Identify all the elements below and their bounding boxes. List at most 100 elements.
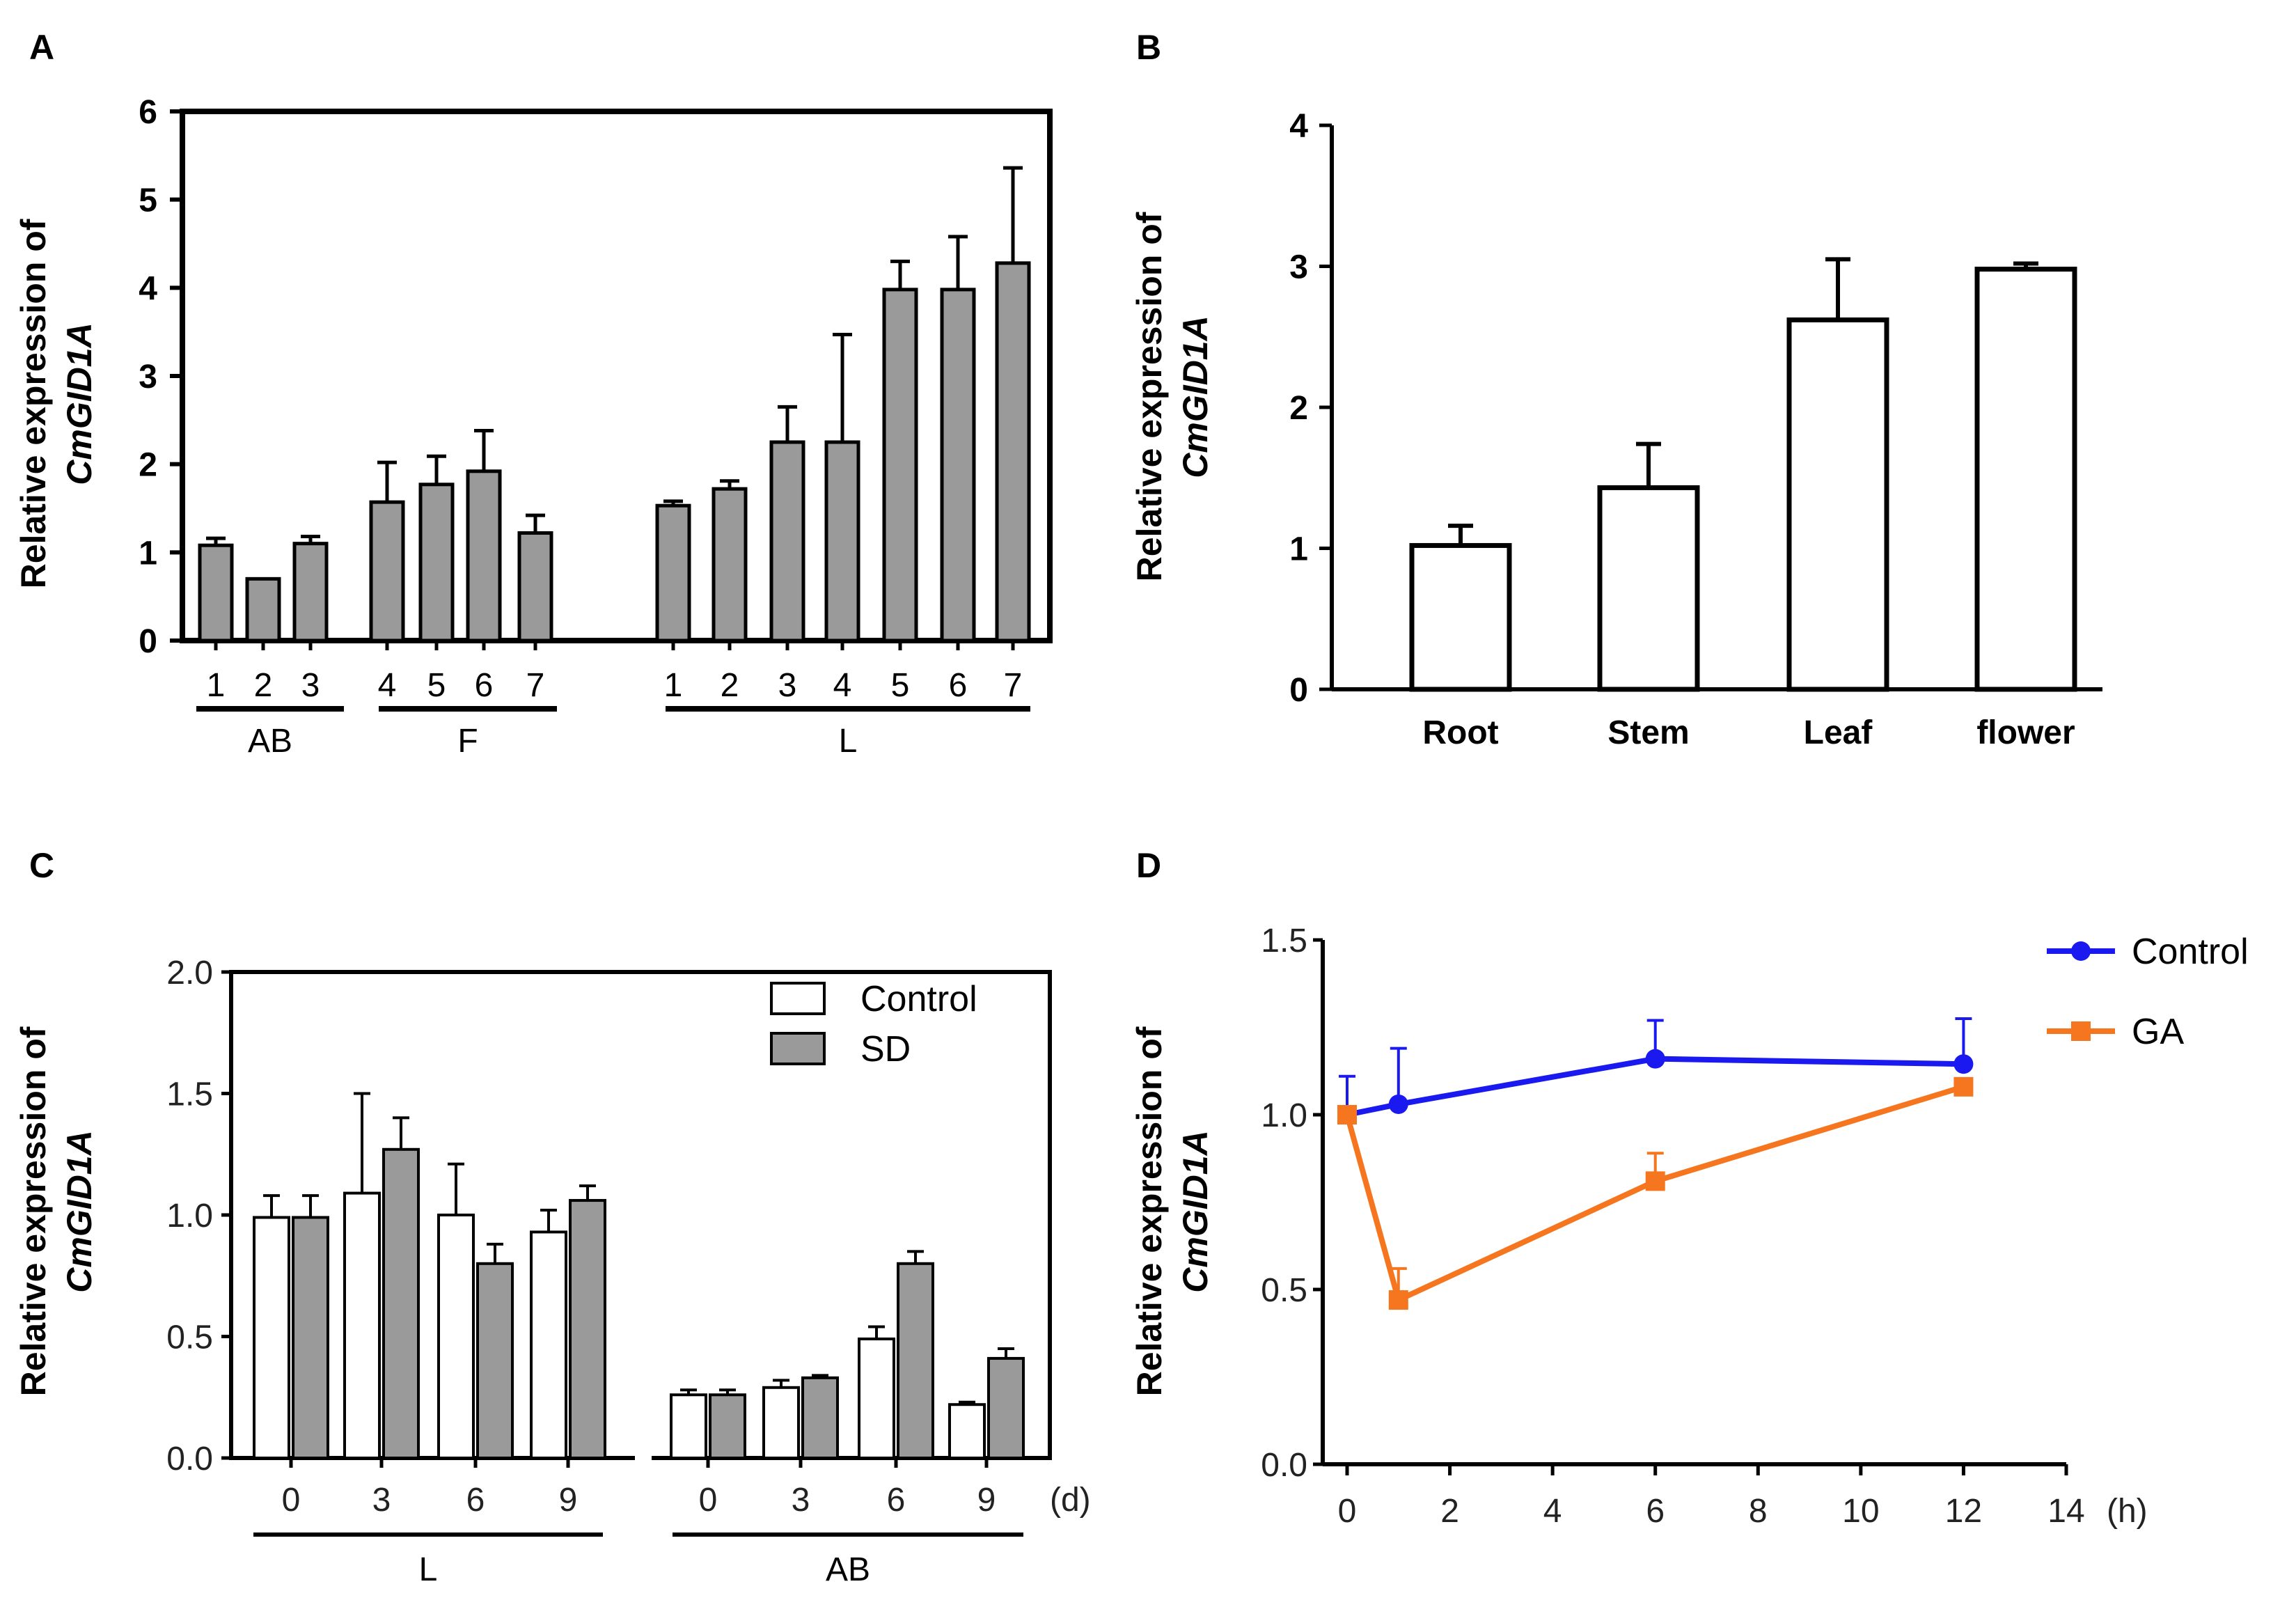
- panel-c-x-tick-label: 0: [699, 1482, 718, 1519]
- panel-a-bar: [292, 542, 329, 643]
- panel-d: D Relative expression of CmGID1A 0.0 0.5 1…: [1130, 846, 2249, 1530]
- panel-a-letter: A: [29, 28, 54, 67]
- panel-b: B Relative expression of CmGID1A 0 1 2 3 4 Ro…: [1130, 28, 2102, 751]
- panel-d-point-ga: [1645, 1171, 1665, 1191]
- panel-c-group-label: L: [419, 1551, 438, 1588]
- panel-a-group-label: AB: [248, 723, 292, 760]
- panel-a-y-tick-label: 5: [139, 182, 157, 219]
- panel-d-x-tick-label: 0: [1338, 1493, 1357, 1530]
- panel-c-bar-control: [437, 1214, 475, 1459]
- panel-a-x-tick-label: 2: [254, 667, 273, 704]
- panel-b-bar: [1597, 485, 1700, 692]
- panel-c-bar-sd: [709, 1393, 746, 1460]
- panel-b-plot: 0 1 2 3 4 Root Stem Leaf flower: [1289, 108, 2102, 751]
- panel-c-group-label: AB: [826, 1551, 870, 1588]
- panel-d-plot: 0.0 0.5 1.0 1.5 0 2 4 6 8 10 12 14 (h) Control GA: [1261, 923, 2248, 1530]
- panel-a-bar: [369, 500, 405, 643]
- panel-a-x-tick-label: 1: [664, 667, 683, 704]
- panel-b-y-tick-label: 4: [1289, 108, 1308, 145]
- panel-c-bar-control: [858, 1337, 895, 1459]
- panel-d-x-unit: (h): [2107, 1493, 2148, 1530]
- panel-c-legend-swatch-control: [770, 982, 826, 1015]
- panel-c-bar-sd: [569, 1199, 606, 1460]
- panel-d-x-tick-label: 2: [1440, 1493, 1459, 1530]
- panel-c-bar-sd: [801, 1376, 839, 1459]
- panel-c-bar-sd: [382, 1147, 420, 1460]
- panel-d-ylabel-line1: Relative expression of: [1130, 1026, 1169, 1396]
- panel-a-x-tick-label: 6: [949, 667, 968, 704]
- panel-a: A Relative expression of CmGID1A 0123456…: [14, 28, 1053, 760]
- panel-d-legend-label-ga: GA: [2132, 1012, 2184, 1052]
- panel-d-x-tick-label: 4: [1543, 1493, 1562, 1530]
- panel-d-letter: D: [1136, 846, 1161, 885]
- panel-d-ylabel-gene: CmGID1A: [1176, 1130, 1215, 1292]
- panel-b-y-tick-label: 3: [1289, 249, 1308, 286]
- panel-c-ylabel-gene: CmGID1A: [60, 1130, 99, 1292]
- panel-c-y-tick-label: 0.5: [166, 1319, 213, 1356]
- panel-d-point-ga: [1953, 1076, 1974, 1097]
- panel-a-bar: [418, 483, 455, 643]
- panel-c-legend-label-sd: SD: [860, 1029, 911, 1069]
- panel-a-x-tick-label: 7: [1004, 667, 1023, 704]
- panel-a-bar: [517, 531, 553, 643]
- panel-b-bar: [1786, 317, 1889, 692]
- panel-d-line-ga: [1344, 1084, 1965, 1304]
- panel-a-bar: [245, 577, 281, 643]
- panel-a-x-tick-label: 7: [526, 667, 545, 704]
- panel-a-x-tick-label: 4: [833, 667, 852, 704]
- panel-a-ylabel-gene: CmGID1A: [60, 322, 99, 485]
- panel-a-bar: [940, 288, 976, 643]
- panel-c-x-tick-label: 3: [792, 1482, 810, 1519]
- panel-c-x-unit: (d): [1050, 1482, 1091, 1519]
- panel-c-ylabel-line1: Relative expression of: [14, 1026, 53, 1396]
- panel-b-letter: B: [1136, 28, 1161, 67]
- panel-b-ylabel: Relative expression of CmGID1A: [1130, 212, 1215, 581]
- panel-d-legend-marker-control: [2071, 941, 2091, 961]
- panel-a-ylabel-line1: Relative expression of: [14, 219, 53, 588]
- panel-c-bar-sd: [476, 1262, 514, 1460]
- panel-a-group-label: F: [457, 723, 478, 760]
- panel-d-point-ga: [1337, 1105, 1357, 1124]
- panel-d-x-tick-label: 6: [1646, 1493, 1665, 1530]
- panel-d-line-control: [1346, 1056, 1964, 1118]
- panel-a-bar: [882, 288, 918, 643]
- panel-c-bar-control: [948, 1403, 986, 1459]
- panel-a-x-tick-label: 1: [207, 667, 226, 704]
- panel-a-y-tick-label: 1: [139, 535, 157, 572]
- panel-b-x-tick-label: flower: [1976, 714, 2075, 751]
- panel-d-point-ga: [1388, 1290, 1408, 1310]
- panel-c: C Relative expression of CmGID1A 0.0 0.5 1…: [14, 846, 1091, 1588]
- panel-a-x-tick-label: 5: [427, 667, 446, 704]
- panel-d-point-control: [1645, 1049, 1665, 1069]
- panel-a-x-tick-label: 2: [721, 667, 739, 704]
- panel-d-ylabel: Relative expression of CmGID1A: [1130, 1026, 1215, 1396]
- panel-a-bar: [466, 469, 502, 643]
- panel-b-x-tick-label: Root: [1422, 714, 1498, 751]
- panel-a-bar: [711, 487, 748, 643]
- panel-c-legend-swatch-sd: [770, 1032, 826, 1065]
- panel-c-bar-sd: [897, 1262, 934, 1460]
- panel-c-x-tick-label: 6: [466, 1482, 485, 1519]
- panel-c-plot: 0.0 0.5 1.0 1.5 2.0 0 3 6 9 0 3 6 9 (d) L AB Control SD: [166, 955, 1090, 1588]
- panel-b-ylabel-gene: CmGID1A: [1176, 315, 1215, 478]
- panel-a-y-tick-label: 3: [139, 359, 157, 395]
- panel-c-bar-control: [762, 1386, 800, 1460]
- panel-c-bar-sd: [292, 1216, 329, 1459]
- panel-c-legend-label-control: Control: [860, 979, 977, 1019]
- panel-a-x-tick-label: 5: [891, 667, 910, 704]
- panel-b-bar: [1974, 267, 2077, 692]
- panel-a-x-tick-label: 3: [301, 667, 320, 704]
- panel-c-x-tick-label: 0: [282, 1482, 301, 1519]
- panel-c-y-tick-label: 2.0: [166, 955, 213, 991]
- panel-c-y-tick-label: 0.0: [166, 1441, 213, 1477]
- panel-a-bar: [769, 440, 805, 643]
- panel-c-bar-sd: [987, 1356, 1025, 1460]
- panel-a-y-tick-label: 6: [139, 94, 157, 131]
- panel-a-bar: [655, 503, 691, 643]
- panel-d-x-tick-label: 12: [1945, 1493, 1982, 1530]
- panel-c-ylabel: Relative expression of CmGID1A: [14, 1026, 99, 1396]
- panel-a-x-tick-label: 4: [378, 667, 397, 704]
- panel-c-bar-control: [530, 1230, 567, 1460]
